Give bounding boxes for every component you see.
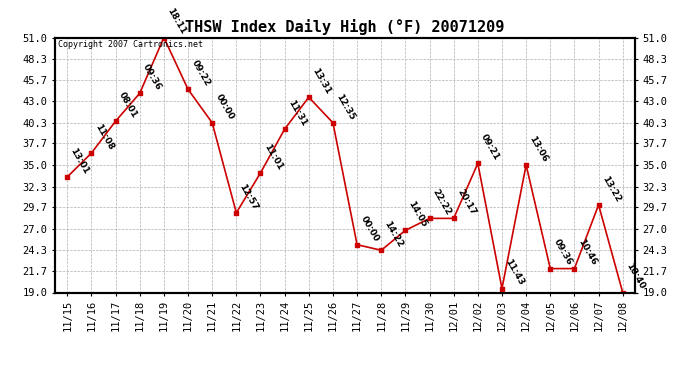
Text: 10:46: 10:46 — [576, 238, 598, 267]
Text: 18:11: 18:11 — [166, 7, 188, 36]
Point — [62, 174, 73, 180]
Text: 13:22: 13:22 — [600, 174, 622, 204]
Text: 09:36: 09:36 — [552, 238, 574, 267]
Point — [545, 266, 556, 272]
Text: 11:43: 11:43 — [504, 258, 526, 287]
Point — [86, 150, 97, 156]
Point — [593, 202, 604, 208]
Point — [375, 247, 386, 253]
Point — [110, 118, 121, 124]
Text: 09:22: 09:22 — [190, 58, 212, 88]
Text: 12:57: 12:57 — [238, 182, 260, 212]
Point — [159, 34, 170, 40]
Text: 11:01: 11:01 — [262, 142, 284, 172]
Point — [448, 215, 460, 221]
Text: 11:31: 11:31 — [286, 99, 308, 128]
Text: 10:40: 10:40 — [624, 262, 646, 291]
Point — [400, 227, 411, 233]
Text: Copyright 2007 Cartronics.net: Copyright 2007 Cartronics.net — [58, 40, 203, 49]
Text: 13:06: 13:06 — [528, 134, 549, 164]
Point — [207, 120, 218, 126]
Point — [520, 162, 531, 168]
Text: 11:08: 11:08 — [93, 123, 115, 152]
Point — [303, 94, 314, 100]
Point — [424, 215, 435, 221]
Text: 08:01: 08:01 — [117, 91, 139, 120]
Point — [182, 86, 193, 92]
Text: 00:00: 00:00 — [359, 214, 380, 243]
Point — [134, 90, 145, 96]
Text: 09:21: 09:21 — [480, 133, 502, 162]
Text: 22:22: 22:22 — [431, 188, 453, 217]
Text: 13:31: 13:31 — [310, 67, 333, 96]
Point — [497, 285, 508, 291]
Text: 00:00: 00:00 — [214, 93, 235, 122]
Point — [255, 170, 266, 176]
Point — [230, 210, 241, 216]
Point — [617, 290, 628, 296]
Point — [569, 266, 580, 272]
Title: THSW Index Daily High (°F) 20071209: THSW Index Daily High (°F) 20071209 — [186, 19, 504, 35]
Point — [327, 120, 338, 126]
Text: 14:22: 14:22 — [383, 219, 405, 249]
Text: 20:17: 20:17 — [455, 188, 477, 217]
Text: 09:36: 09:36 — [141, 63, 164, 92]
Point — [472, 160, 483, 166]
Text: 13:01: 13:01 — [69, 146, 90, 176]
Text: 12:35: 12:35 — [335, 92, 357, 122]
Point — [279, 126, 290, 132]
Text: 14:05: 14:05 — [407, 200, 429, 229]
Point — [351, 242, 363, 248]
